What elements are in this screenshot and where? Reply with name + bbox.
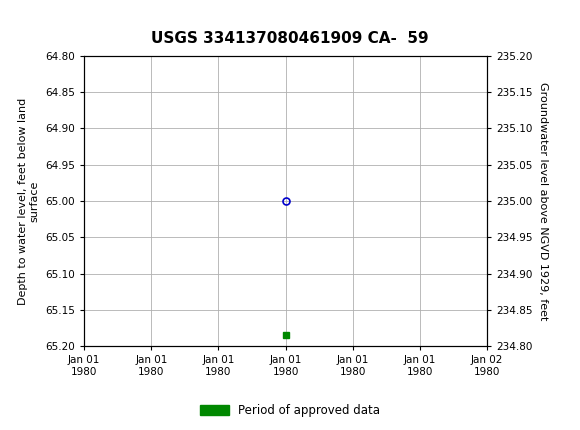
- Legend: Period of approved data: Period of approved data: [195, 399, 385, 422]
- Text: USGS 334137080461909 CA-  59: USGS 334137080461909 CA- 59: [151, 31, 429, 46]
- Text: USGS: USGS: [319, 14, 379, 33]
- Y-axis label: Depth to water level, feet below land
surface: Depth to water level, feet below land su…: [18, 98, 39, 304]
- Y-axis label: Groundwater level above NGVD 1929, feet: Groundwater level above NGVD 1929, feet: [538, 82, 548, 320]
